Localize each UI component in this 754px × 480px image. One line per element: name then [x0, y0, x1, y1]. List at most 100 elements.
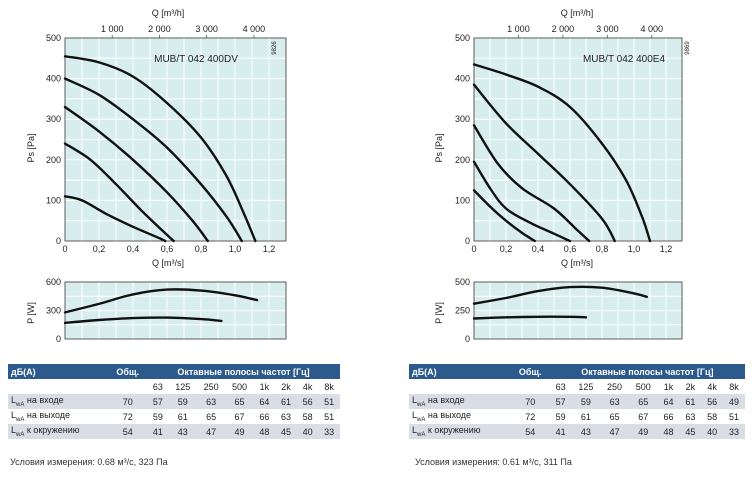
- x-tick-label: 0,8: [195, 244, 208, 254]
- row-value: 64: [657, 394, 680, 409]
- y-tick-label: 400: [46, 74, 61, 84]
- pressure-x-ticks: 0 0,2 0,4 0,6 0,8 1,0 1,2: [471, 244, 672, 254]
- y-axis-label: Ps [Pa]: [434, 133, 444, 162]
- x-tick-label: 0,2: [93, 244, 106, 254]
- noise-table: дБ(A) Общ. Октавные полосы частот [Гц] 6…: [409, 364, 745, 439]
- table-row: LwA на входе 70 57 59 63 65 64 61 56 51: [8, 394, 340, 409]
- y-tick-label: 200: [46, 155, 61, 165]
- row-value: 61: [275, 394, 297, 409]
- row-value: 56: [296, 394, 319, 409]
- freq-cell: 1k: [253, 379, 276, 394]
- y-tick-label: 400: [455, 74, 470, 84]
- pressure-curve: [63, 77, 243, 243]
- row-value: 56: [701, 394, 724, 409]
- col-octave: Октавные полосы частот [Гц]: [549, 364, 745, 379]
- x-tick-label: 1,2: [660, 244, 673, 254]
- power-curve: [472, 315, 588, 320]
- x-tick-label: 0,8: [596, 244, 609, 254]
- power-curve: [63, 316, 223, 325]
- power-y-ticks: 0 300 600: [46, 277, 61, 344]
- row-value: 65: [196, 409, 226, 424]
- y-tick-label: 100: [455, 195, 470, 205]
- chart-code: 9826: [272, 41, 278, 55]
- freq-cell: 500: [628, 379, 658, 394]
- row-value: 43: [168, 424, 197, 439]
- row-value: 59: [571, 394, 601, 409]
- plot-frame: [64, 281, 287, 340]
- freq-cell: 2k: [275, 379, 297, 394]
- y-tick-label: 200: [455, 155, 470, 165]
- col-total: Общ.: [108, 364, 148, 379]
- row-value: 59: [549, 409, 572, 424]
- power-y-axis-label: P [W]: [26, 302, 36, 324]
- freq-cell: 250: [196, 379, 226, 394]
- noise-table: дБ(A) Общ. Октавные полосы частот [Гц] 6…: [8, 364, 340, 439]
- x-tick-label: 0,2: [500, 244, 513, 254]
- chart-svg-right: 0 100 200 300 400 500 0 0,2 0,4 0,6 0,8 1,0 1,2 1 0…: [434, 8, 691, 344]
- row-value: 40: [296, 424, 319, 439]
- x-tick-label: 0: [471, 244, 476, 254]
- freq-cell: 4k: [701, 379, 724, 394]
- pressure-top-ticks: 1 000 2 000 3 000 4 000: [507, 24, 663, 38]
- row-label: на выходе: [26, 410, 71, 421]
- x-tick-label: 0,4: [127, 244, 140, 254]
- row-value: 66: [657, 409, 680, 424]
- power-y-axis-label: P [W]: [434, 302, 444, 324]
- row-total: 72: [108, 409, 148, 424]
- chart-svg-left: 0 100 200 300 400 500 0 0,2 0,4 0,6 0,8 1,0 1,2 1 0…: [26, 8, 287, 344]
- x-tick-label: 0,6: [564, 244, 577, 254]
- freq-cell: 2k: [679, 379, 702, 394]
- row-total: 70: [108, 394, 148, 409]
- row-value: 33: [318, 424, 340, 439]
- row-value: 57: [549, 394, 572, 409]
- power-curve: [472, 285, 648, 305]
- col-total: Общ.: [510, 364, 550, 379]
- power-plot: 0 300 600 P [W]: [26, 277, 287, 344]
- model-label: MUB/T 042 400E4: [583, 54, 666, 65]
- x-tick-label: 1,0: [628, 244, 641, 254]
- measurement-conditions: Условия измерения: 0.61 м³/с, 311 Па: [415, 457, 572, 467]
- pressure-curves: [63, 55, 257, 243]
- freq-cell: 8k: [723, 379, 745, 394]
- pressure-grid: [473, 37, 683, 242]
- x-tick-label: 0,4: [532, 244, 545, 254]
- power-curve: [63, 288, 259, 314]
- power-y-tick-label: 600: [46, 277, 61, 287]
- freq-cell: 1k: [657, 379, 680, 394]
- row-value: 49: [225, 424, 254, 439]
- plot-frame: [473, 37, 683, 242]
- bottom-axis-label: Q [m³/s]: [561, 258, 593, 268]
- top-tick-label: 4 000: [641, 24, 664, 34]
- row-value: 65: [225, 394, 254, 409]
- x-tick-label: 1,0: [229, 244, 242, 254]
- pressure-curves: [472, 63, 652, 243]
- row-value: 47: [600, 424, 629, 439]
- y-axis-label: Ps [Pa]: [26, 133, 36, 162]
- row-value: 51: [318, 394, 340, 409]
- top-tick-label: 2 000: [148, 24, 171, 34]
- row-value: 59: [168, 394, 197, 409]
- freq-cell: 500: [225, 379, 254, 394]
- table-row: LwA к окружению 54 41 43 47 49 48 45 40 …: [8, 424, 340, 439]
- power-y-tick-label: 0: [465, 334, 470, 344]
- row-value: 63: [196, 394, 226, 409]
- y-tick-label: 300: [46, 114, 61, 124]
- freq-cell: 8k: [318, 379, 340, 394]
- freq-cell: 63: [147, 379, 169, 394]
- row-value: 57: [147, 394, 169, 409]
- top-tick-label: 2 000: [552, 24, 575, 34]
- row-value: 58: [296, 409, 319, 424]
- x-tick-label: 1,2: [263, 244, 276, 254]
- pressure-y-ticks: 0 100 200 300 400 500: [46, 33, 61, 246]
- pressure-curve: [472, 83, 616, 243]
- row-label: на входе: [26, 395, 64, 406]
- row-value: 59: [147, 409, 169, 424]
- y-tick-label: 500: [46, 33, 61, 43]
- power-y-tick-label: 0: [56, 334, 61, 344]
- power-y-ticks: 0 250 500: [455, 277, 470, 344]
- table-row: LwA на выходе 72 59 61 65 67 66 63 58 51: [8, 409, 340, 424]
- row-value: 51: [318, 409, 340, 424]
- row-value: 47: [196, 424, 226, 439]
- y-tick-label: 500: [455, 33, 470, 43]
- y-tick-label: 0: [465, 236, 470, 246]
